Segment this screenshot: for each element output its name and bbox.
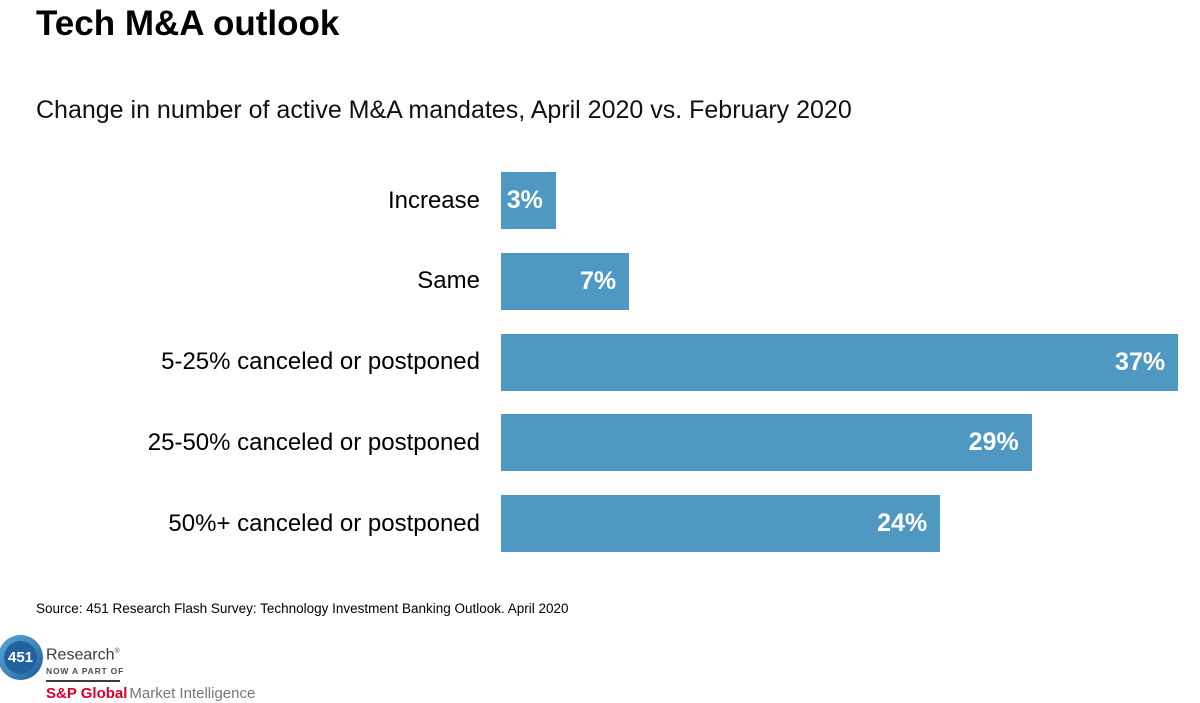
value-label: 7%: [579, 266, 617, 295]
value-label: 29%: [968, 428, 1019, 457]
logo-divider: [46, 680, 120, 683]
value-label: 24%: [877, 509, 928, 538]
category-label: 25-50% canceled or postponed: [147, 428, 480, 456]
category-label: 5-25% canceled or postponed: [161, 348, 480, 376]
chart-row: 5-25% canceled or postponed 37%: [0, 333, 1200, 391]
trademark-symbol: ®: [114, 648, 120, 655]
bar-chart: Increase 3% Same 7% 5-25% canceled or postpo…: [0, 172, 1200, 553]
chart-row: Increase 3%: [0, 172, 1200, 229]
sp-global-wordmark: S&P Global Market Intelligence: [46, 685, 255, 702]
logo-text-block: Research® NOW A PART OF S&P Global Market…: [46, 635, 255, 702]
market-intelligence-label: Market Intelligence: [129, 685, 256, 703]
bar: 37%: [501, 333, 1179, 391]
company-logo: 451 Research® NOW A PART OF S&P Global Ma…: [0, 635, 255, 702]
research-label: Research: [46, 646, 115, 664]
value-label: 3%: [506, 186, 543, 214]
chart-row: 50%+ canceled or postponed 24%: [0, 495, 1200, 553]
source-note: Source: 451 Research Flash Survey: Techn…: [36, 601, 569, 616]
page-title: Tech M&A outlook: [36, 4, 340, 43]
451-circle-icon: 451: [0, 635, 43, 680]
chart-row: 25-50% canceled or postponed 29%: [0, 414, 1200, 472]
bar: 24%: [501, 495, 941, 553]
category-label: Increase: [387, 186, 480, 214]
chart-subtitle: Change in number of active M&A mandates,…: [36, 96, 852, 124]
sp-global-label: S&P Global: [46, 685, 128, 703]
bar: 7%: [501, 252, 630, 310]
bar: 3%: [501, 172, 556, 229]
451-circle-label: 451: [4, 641, 37, 674]
now-a-part-of-label: NOW A PART OF: [46, 666, 125, 677]
category-label: Same: [417, 267, 480, 295]
research-wordmark: Research®: [46, 644, 255, 663]
value-label: 37%: [1115, 347, 1166, 376]
chart-row: Same 7%: [0, 252, 1200, 310]
bar: 29%: [501, 414, 1032, 472]
category-label: 50%+ canceled or postponed: [168, 509, 480, 537]
